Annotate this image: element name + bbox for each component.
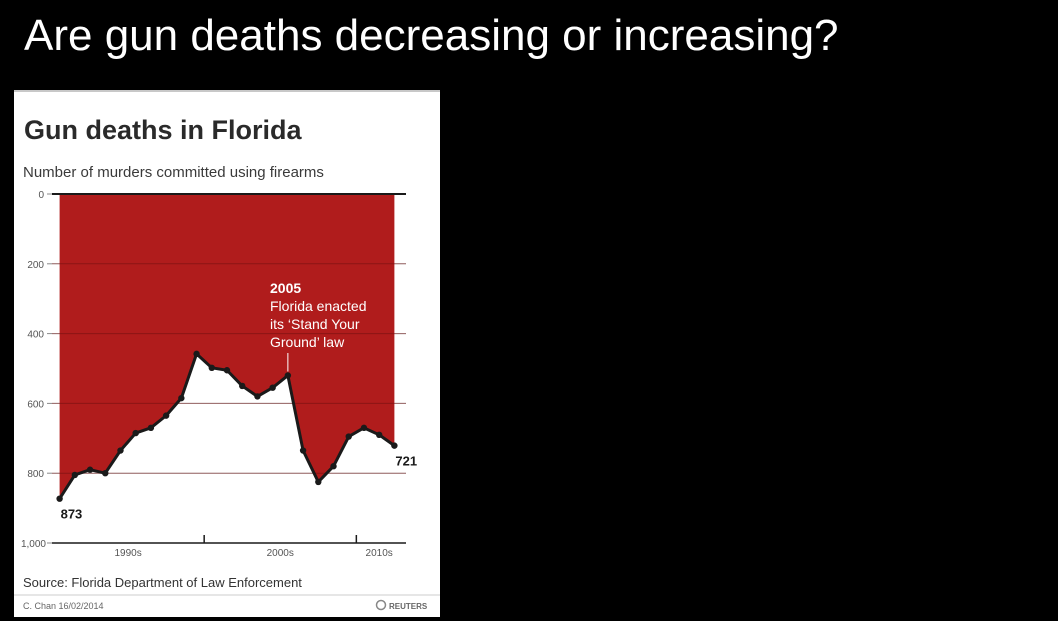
data-point xyxy=(71,471,79,479)
chart-card: Gun deaths in Florida Number of murders … xyxy=(14,90,440,617)
data-point xyxy=(102,470,109,477)
gun-deaths-chart: Gun deaths in Florida Number of murders … xyxy=(14,115,440,611)
data-point xyxy=(239,382,246,390)
data-point xyxy=(132,429,139,437)
data-point xyxy=(330,463,337,470)
data-point xyxy=(56,495,63,502)
slide-title: Are gun deaths decreasing or increasing? xyxy=(24,11,839,60)
x-tick-label: 2000s xyxy=(267,548,294,559)
reuters-logo-icon xyxy=(375,599,387,611)
data-point xyxy=(391,442,398,449)
data-point xyxy=(254,393,261,400)
area-fill xyxy=(59,194,395,499)
data-point xyxy=(315,478,322,486)
data-point xyxy=(375,431,383,439)
data-point xyxy=(86,466,94,473)
data-point xyxy=(193,350,200,358)
credit-text: C. Chan 16/02/2014 xyxy=(23,601,104,611)
data-point xyxy=(208,364,215,372)
y-tick-label: 400 xyxy=(27,330,44,341)
x-tick-label: 1990s xyxy=(114,548,141,559)
chart-title: Gun deaths in Florida xyxy=(24,115,302,145)
data-point xyxy=(284,372,292,379)
chart-subtitle: Number of murders committed using firear… xyxy=(23,164,324,181)
plot-area: 0 200 400 600 800 1,000 1990s 2000s 2010s 873 721 xyxy=(21,190,417,559)
x-tick-label: 2010s xyxy=(366,548,393,559)
brand-text: REUTERS xyxy=(389,602,428,611)
annotation-line-3: Ground’ law xyxy=(270,334,345,350)
y-tick-label: 600 xyxy=(27,399,44,410)
data-value-label: 873 xyxy=(61,507,83,522)
data-point xyxy=(117,447,124,454)
data-point xyxy=(360,424,368,432)
data-point xyxy=(299,447,307,454)
data-point xyxy=(223,367,231,374)
annotation-year: 2005 xyxy=(270,280,301,296)
data-point xyxy=(269,384,276,391)
data-point xyxy=(162,412,170,419)
annotation-line-1: Florida enacted xyxy=(270,298,367,314)
data-point xyxy=(345,433,352,440)
y-tick-label: 1,000 xyxy=(21,539,46,550)
data-point xyxy=(147,424,155,432)
annotation-group: 2005 Florida enacted its ‘Stand Your Gro… xyxy=(270,280,367,350)
data-value-label: 721 xyxy=(395,454,417,469)
y-tick-label: 800 xyxy=(27,469,44,480)
y-tick-label: 200 xyxy=(27,260,44,271)
source-text: Source: Florida Department of Law Enforc… xyxy=(23,575,302,590)
y-tick-label: 0 xyxy=(38,190,44,201)
annotation-line-2: its ‘Stand Your xyxy=(270,316,360,332)
data-point xyxy=(178,394,185,402)
